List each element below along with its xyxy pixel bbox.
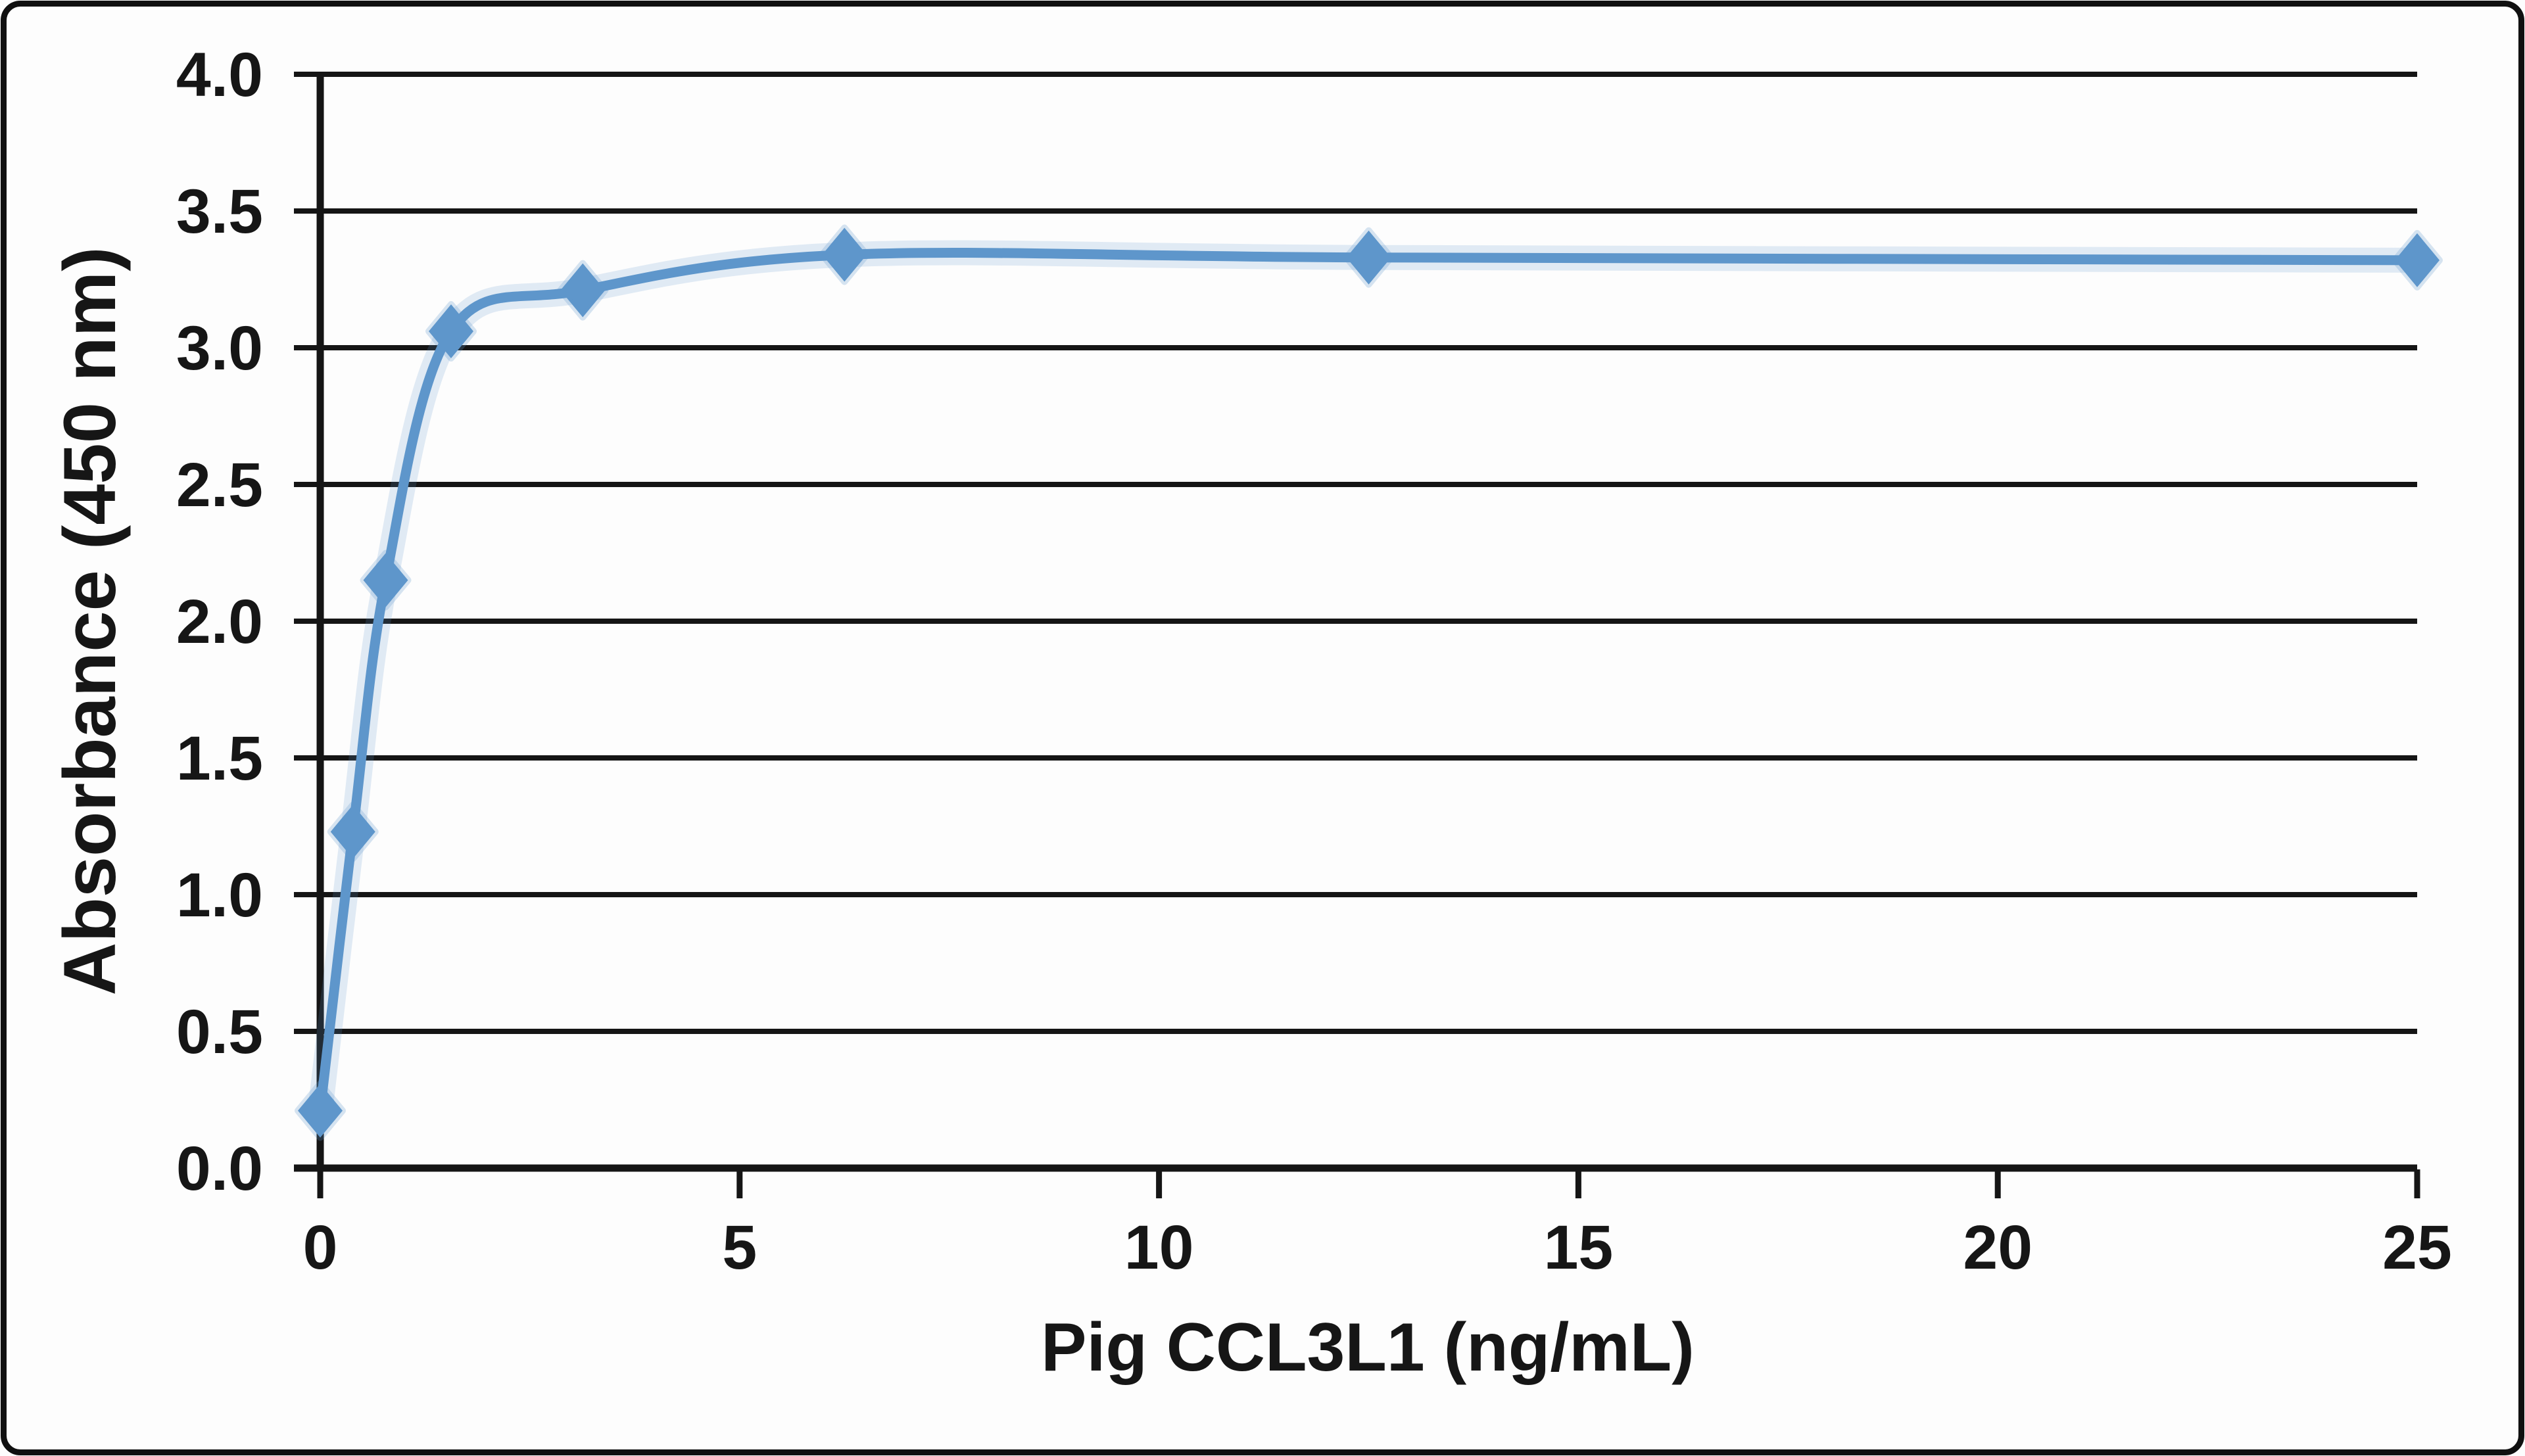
- tick-labels: 0.0 0.5 1.0 1.5 2.0 2.5 3.0 3.5 4.0 0 5 10 15 20 25: [176, 40, 2452, 1282]
- y-tick-label: 2.5: [176, 450, 263, 520]
- gridlines: [294, 72, 2417, 1172]
- series-pig-ccl3l1: [295, 224, 2443, 1141]
- y-tick-label: 1.5: [176, 724, 263, 793]
- x-axis-title: Pig CCL3L1 (ng/mL): [1041, 1309, 1695, 1386]
- y-tick-label: 3.0: [176, 314, 263, 383]
- x-tick-label: 15: [1544, 1213, 1614, 1282]
- y-tick-label: 2.0: [176, 587, 263, 657]
- series-line-halo: [308, 240, 2430, 1123]
- x-axis-ticks: [317, 1169, 2420, 1198]
- data-point-marker: [327, 801, 379, 862]
- series-line: [315, 247, 2422, 1116]
- data-point-marker: [425, 301, 477, 362]
- data-point-marker: [295, 1080, 346, 1141]
- y-tick-label: 4.0: [176, 40, 263, 110]
- data-point-marker: [1343, 227, 1395, 288]
- x-tick-label: 0: [303, 1213, 338, 1282]
- y-tick-label: 1.0: [176, 860, 263, 930]
- y-tick-label: 0.5: [176, 997, 263, 1067]
- x-tick-label: 5: [722, 1213, 757, 1282]
- data-point-marker: [557, 260, 609, 321]
- x-tick-label: 10: [1124, 1213, 1194, 1282]
- x-tick-label: 20: [1963, 1213, 2032, 1282]
- y-axis-title: Absorbance (450 nm): [49, 247, 131, 996]
- data-point-marker: [360, 550, 412, 611]
- data-point-marker: [2392, 229, 2443, 291]
- data-point-marker: [819, 224, 871, 285]
- x-tick-label: 25: [2382, 1213, 2452, 1282]
- y-tick-label: 3.5: [176, 177, 263, 247]
- y-tick-label: 0.0: [176, 1134, 263, 1204]
